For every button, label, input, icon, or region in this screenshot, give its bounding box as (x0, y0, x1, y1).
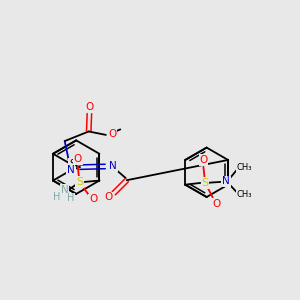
Text: H: H (53, 192, 61, 203)
Text: O: O (104, 192, 113, 203)
Text: CH₃: CH₃ (237, 190, 252, 200)
Text: S: S (69, 159, 76, 169)
Text: O: O (89, 194, 97, 204)
Text: O: O (199, 155, 208, 165)
Text: N: N (67, 165, 75, 175)
Text: N: N (222, 176, 230, 186)
Text: S: S (76, 177, 83, 187)
Text: O: O (212, 199, 220, 208)
Text: N: N (61, 185, 68, 195)
Text: H: H (67, 194, 74, 203)
Text: S: S (202, 178, 209, 188)
Text: O: O (108, 129, 116, 139)
Text: N: N (109, 161, 117, 172)
Text: O: O (85, 102, 94, 112)
Text: O: O (74, 154, 82, 164)
Text: CH₃: CH₃ (236, 163, 252, 172)
